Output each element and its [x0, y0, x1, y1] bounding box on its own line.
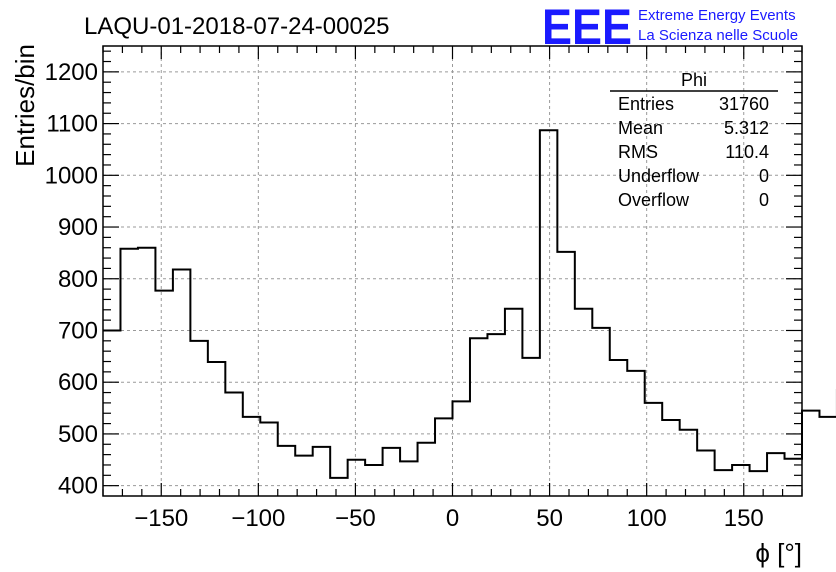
- logo-line-2: La Scienza nelle Scuole: [638, 27, 798, 44]
- y-tick-label: 800: [58, 266, 98, 293]
- x-tick-label: 150: [724, 505, 764, 532]
- y-tick-label: 400: [58, 473, 98, 500]
- eee-logo: EEE Extreme Energy Events La Scienza nel…: [542, 0, 798, 55]
- y-axis-label: Entries/bin: [10, 44, 40, 167]
- x-tick-label: 0: [446, 505, 459, 532]
- logo-line-1: Extreme Energy Events: [638, 7, 796, 24]
- tick-marks: [102, 46, 803, 496]
- stats-value: 0: [759, 190, 769, 210]
- stats-label: Overflow: [618, 190, 690, 210]
- y-tick-label: 600: [58, 369, 98, 396]
- stats-label: Entries: [618, 94, 674, 114]
- x-tick-label: −100: [231, 505, 285, 532]
- stats-title: Phi: [681, 70, 707, 90]
- stats-label: RMS: [618, 142, 658, 162]
- y-tick-labels: 400 500 600 700 800 900 1000 1100 1200: [45, 59, 98, 500]
- stats-value: 110.4: [725, 142, 769, 162]
- y-tick-label: 1200: [45, 59, 98, 86]
- stats-rows: Entries 31760 Mean 5.312 RMS 110.4 Underflow 0 O…: [618, 94, 769, 210]
- y-tick-label: 1000: [45, 162, 98, 189]
- eee-logo-mark: EEE: [542, 0, 632, 55]
- y-tick-label: 1100: [46, 111, 98, 138]
- x-tick-labels: −150 −100 −50 0 50 100 150: [134, 505, 764, 532]
- stats-label: Underflow: [618, 166, 700, 186]
- x-tick-label: −50: [335, 505, 376, 532]
- histogram-outline: [103, 129, 836, 479]
- x-tick-label: 100: [627, 505, 667, 532]
- y-tick-label: 700: [58, 317, 98, 344]
- x-tick-label: 50: [536, 505, 563, 532]
- stats-box: Phi Entries 31760 Mean 5.312 RMS 110.4 Underfl…: [610, 70, 778, 210]
- chart-title: LAQU-01-2018-07-24-00025: [84, 13, 390, 40]
- x-axis-label: ϕ [°]: [755, 538, 802, 568]
- stats-value: 0: [759, 166, 769, 186]
- stats-label: Mean: [618, 118, 663, 138]
- y-tick-label: 500: [58, 421, 98, 448]
- stats-value: 31760: [719, 94, 769, 114]
- x-tick-label: −150: [134, 505, 188, 532]
- stats-value: 5.312: [724, 118, 769, 138]
- y-tick-label: 900: [58, 214, 98, 241]
- grid: [103, 46, 802, 496]
